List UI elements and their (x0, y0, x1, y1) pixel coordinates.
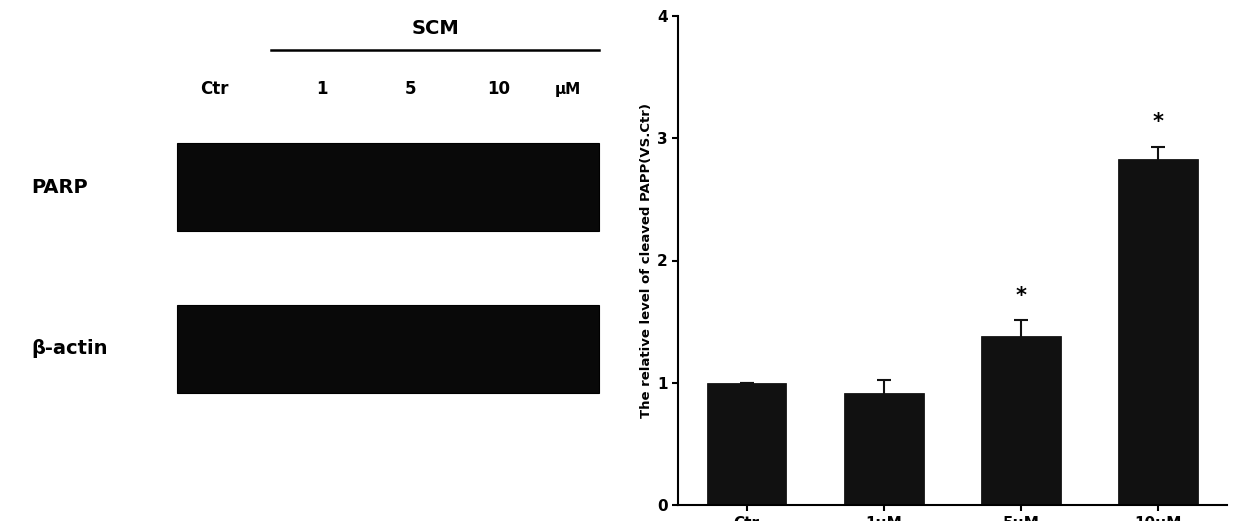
Bar (177, 305, 600, 393)
Y-axis label: The relative level of cleaved PAPP(VS.Ctr): The relative level of cleaved PAPP(VS.Ct… (639, 103, 653, 418)
Text: μM: μM (555, 82, 581, 96)
Text: 10: 10 (487, 80, 510, 98)
Bar (177, 143, 600, 231)
Text: PARP: PARP (31, 178, 88, 196)
Bar (981, 337, 1061, 505)
Text: *: * (1152, 112, 1163, 132)
Text: 5: 5 (404, 80, 416, 98)
Text: Ctr: Ctr (201, 80, 229, 98)
Bar (706, 383, 787, 505)
Text: SCM: SCM (411, 19, 460, 38)
Bar (1119, 159, 1198, 505)
Bar (844, 393, 923, 505)
Text: 1: 1 (316, 80, 327, 98)
Text: *: * (1016, 286, 1026, 306)
Text: β-actin: β-actin (31, 339, 108, 358)
